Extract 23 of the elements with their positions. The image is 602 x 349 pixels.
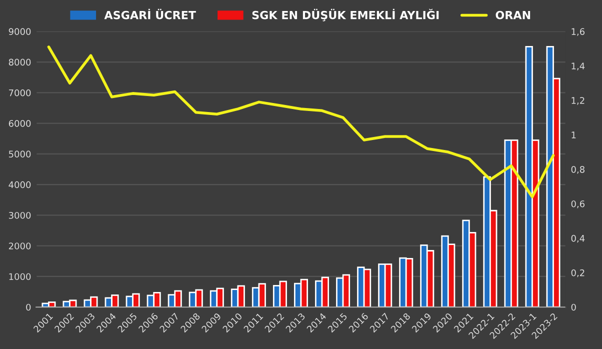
y2-tick-label: 1,4 (572, 62, 585, 70)
y-tick-label: 6000 (8, 120, 31, 127)
y-tick-label: 3000 (8, 212, 31, 219)
y2-tick-label: 0 (571, 304, 576, 311)
y-tick-label: 9000 (8, 28, 31, 35)
legend-label: SGK EN DÜŞÜK EMEKLİ AYLIĞI (252, 8, 439, 22)
y-tick-label: 2000 (8, 242, 31, 250)
y2-tick-label: 1,6 (572, 28, 585, 36)
y2-tick-label: 0,2 (571, 269, 584, 278)
y2-tick-label: 0,8 (571, 166, 584, 174)
y2-tick-label: 0,6 (571, 200, 585, 208)
y2-tick-label: 1,2 (572, 97, 584, 105)
legend-label: ORAN (496, 10, 530, 20)
line-series (47, 46, 555, 198)
legend-label: ASGARİ ÜCRET (104, 8, 196, 20)
y-tick-label: 8000 (8, 58, 31, 66)
y2-tick-label: 0,4 (571, 234, 585, 243)
y-tick-label: 1000 (9, 273, 31, 280)
y2-tick-label: 1 (572, 132, 576, 138)
y-tick-label: 4000 (8, 181, 31, 188)
y-tick-label: 7000 (9, 89, 31, 96)
y-tick-label: 0 (26, 304, 31, 311)
y-tick-label: 5000 (8, 150, 31, 158)
